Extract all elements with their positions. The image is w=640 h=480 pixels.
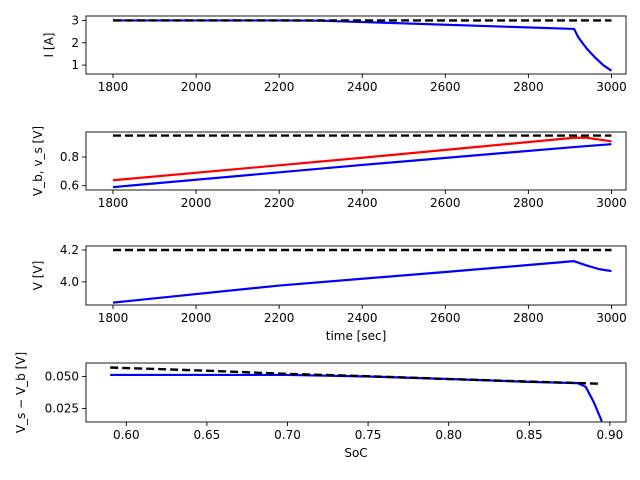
x-tick-label: 2000	[181, 311, 212, 325]
subplot-4: 0.60 0.65 0.70 0.75 0.80 0.85 0.90 0.025 0.050 V_…	[14, 352, 627, 460]
subplot-1: 1800 2000 2200 2400 2600 2800 3000 1 2 3 I [A]	[42, 13, 627, 94]
x-tick-label: 1800	[98, 196, 129, 210]
y-tick-label: 0.6	[60, 179, 79, 193]
x-tick-label: 2400	[347, 311, 378, 325]
y-tick-label: 4.0	[60, 275, 79, 289]
x-tick-label: 2400	[347, 196, 378, 210]
y-tick-label: 4.2	[60, 243, 79, 257]
x-tick-label: 2800	[513, 80, 544, 94]
x-tick-label: 0.70	[274, 428, 301, 442]
x-tick-label: 3000	[596, 311, 627, 325]
x-tick-label: 2200	[264, 196, 295, 210]
y-axis-label: V [V]	[31, 261, 45, 291]
y-tick-label: 0.8	[60, 150, 79, 164]
x-tick-label: 3000	[596, 80, 627, 94]
x-tick-label: 2600	[430, 311, 461, 325]
y-axis-label: V_b, v_s [V]	[31, 126, 45, 196]
axes-frame	[85, 245, 627, 306]
subplot-3: 1800 2000 2200 2400 2600 2800 3000 4.0 4.2 V [V] t…	[31, 243, 627, 343]
x-tick-label: 1800	[98, 80, 129, 94]
x-tick-label: 2600	[430, 80, 461, 94]
axes-frame	[85, 131, 627, 191]
x-axis-label: SoC	[344, 446, 367, 460]
x-tick-label: 0.80	[435, 428, 462, 442]
y-tick-label: 3	[71, 13, 79, 27]
x-tick-label: 3000	[596, 196, 627, 210]
x-tick-label: 2800	[513, 311, 544, 325]
y-tick-label: 2	[71, 36, 79, 50]
x-axis-label: time [sec]	[326, 329, 387, 343]
x-tick-label: 0.60	[113, 428, 140, 442]
x-tick-label: 2600	[430, 196, 461, 210]
y-tick-label: 0.050	[45, 369, 79, 383]
x-tick-label: 1800	[98, 311, 129, 325]
x-tick-label: 0.75	[355, 428, 382, 442]
x-tick-label: 2200	[264, 311, 295, 325]
series-line-2-2	[112, 143, 612, 189]
subplot-2: 1800 2000 2200 2400 2600 2800 3000 0.6 0.8 V_b, v…	[31, 126, 627, 210]
axes-frame	[85, 362, 627, 423]
series-line-4-2	[110, 366, 602, 385]
x-tick-label: 0.90	[597, 428, 624, 442]
y-axis-label: V_s − V_b [V]	[14, 352, 28, 433]
series-line-3-1	[112, 260, 612, 304]
y-tick-label: 0.025	[45, 402, 79, 416]
y-axis-label: I [A]	[42, 33, 56, 58]
x-tick-label: 2000	[181, 80, 212, 94]
series-line-2-1	[112, 136, 612, 182]
x-tick-label: 2000	[181, 196, 212, 210]
x-tick-label: 0.85	[516, 428, 543, 442]
y-tick-label: 1	[71, 58, 79, 72]
series-line-1-1	[113, 19, 613, 72]
x-tick-label: 2400	[347, 80, 378, 94]
x-tick-label: 2800	[513, 196, 544, 210]
axes-frame	[85, 15, 627, 75]
x-tick-label: 0.65	[194, 428, 221, 442]
x-tick-label: 2200	[264, 80, 295, 94]
